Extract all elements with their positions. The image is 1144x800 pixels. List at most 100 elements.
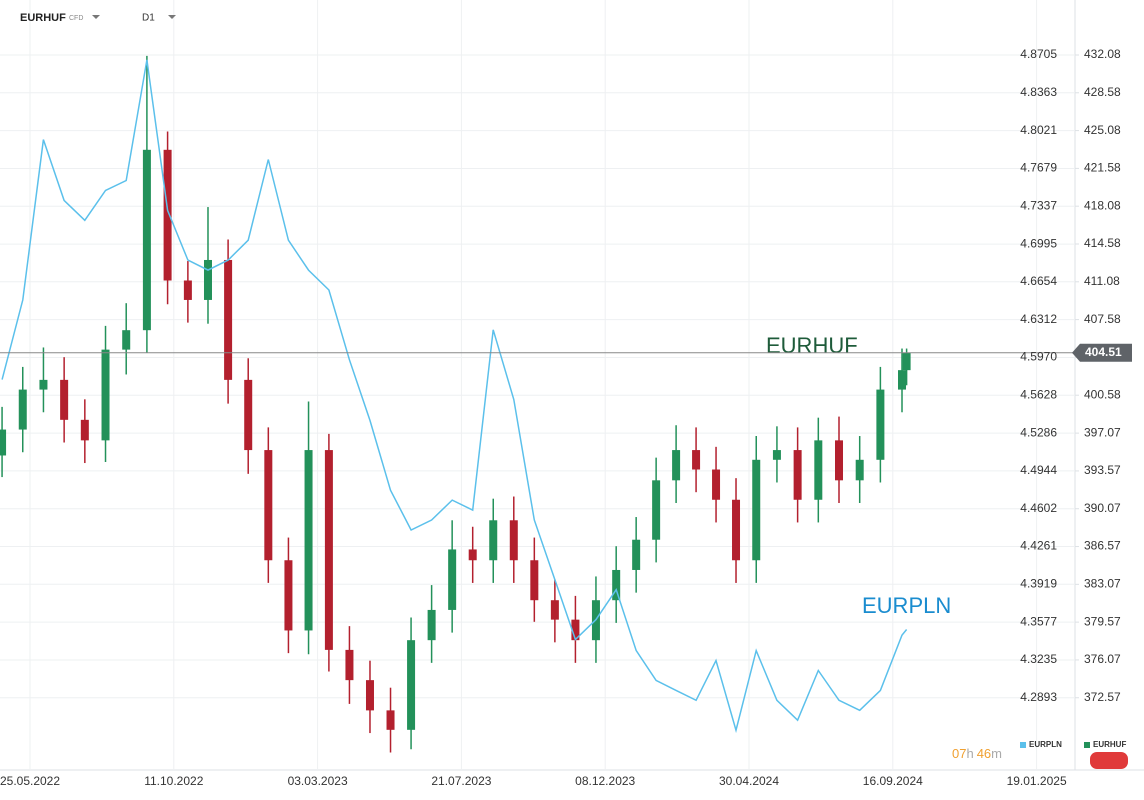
y-tick-label: 4.2893 bbox=[1020, 690, 1057, 704]
candle-body bbox=[142, 149, 151, 331]
candle-body bbox=[509, 520, 518, 561]
line-series bbox=[1, 59, 908, 734]
symbol-dropdown[interactable] bbox=[92, 15, 100, 19]
y-tick-label: 4.8363 bbox=[1020, 85, 1057, 99]
candle-body bbox=[60, 379, 69, 420]
y2-tick-label: 386.57 bbox=[1084, 539, 1121, 553]
candle-body bbox=[550, 600, 559, 620]
countdown-hours-unit: h bbox=[966, 746, 973, 761]
y-tick-label: 4.3577 bbox=[1020, 614, 1057, 628]
y2-tick-label: 393.57 bbox=[1084, 463, 1121, 477]
y2-tick-label: 428.58 bbox=[1084, 85, 1121, 99]
candle-body bbox=[793, 450, 802, 500]
y-tick-label: 4.7337 bbox=[1020, 198, 1057, 212]
y2-tick-label: 379.57 bbox=[1084, 614, 1121, 628]
candle-body bbox=[304, 450, 313, 631]
candle-body bbox=[692, 450, 701, 470]
candle-body bbox=[612, 569, 621, 601]
candle-body bbox=[122, 330, 131, 350]
x-tick-label: 25.05.2022 bbox=[0, 774, 60, 788]
candle-body bbox=[183, 280, 192, 300]
x-tick-label: 30.04.2024 bbox=[719, 774, 779, 788]
candle-body bbox=[386, 710, 395, 730]
y2-tick-label: 411.08 bbox=[1084, 274, 1120, 288]
y-tick-label: 4.6995 bbox=[1020, 236, 1057, 250]
candle-body bbox=[324, 450, 333, 650]
remove-button[interactable] bbox=[1090, 752, 1128, 769]
candle-body bbox=[814, 440, 823, 500]
y-tick-label: 4.7679 bbox=[1020, 161, 1057, 175]
candle-body bbox=[264, 450, 273, 561]
candle-body bbox=[530, 560, 539, 601]
candle-body bbox=[39, 379, 48, 390]
candle-body bbox=[772, 450, 781, 460]
instrument-type: CFD bbox=[69, 15, 83, 22]
series-annotation: EURPLN bbox=[862, 593, 951, 618]
x-tick-label: 19.01.2025 bbox=[1007, 774, 1067, 788]
candle-body bbox=[18, 389, 27, 430]
candle-body bbox=[284, 560, 293, 631]
candle-body bbox=[80, 419, 89, 441]
series-annotation: EURHUF bbox=[766, 333, 858, 358]
y2-tick-label: 421.58 bbox=[1084, 161, 1121, 175]
candle-body bbox=[732, 499, 741, 561]
x-tick-label: 03.03.2023 bbox=[288, 774, 348, 788]
candle-body bbox=[876, 389, 885, 460]
candle-body bbox=[489, 520, 498, 561]
candle-body bbox=[101, 349, 110, 441]
y-tick-label: 4.4602 bbox=[1020, 501, 1057, 515]
candle-body bbox=[855, 459, 864, 481]
y2-tick-label: 418.08 bbox=[1084, 198, 1121, 212]
countdown: 07h 46m bbox=[952, 746, 1002, 761]
y2-tick-label: 372.57 bbox=[1084, 690, 1121, 704]
timeframe[interactable]: D1 bbox=[142, 13, 155, 24]
price-tag bbox=[1072, 343, 1132, 362]
x-tick-label: 16.09.2024 bbox=[863, 774, 923, 788]
candle-body bbox=[365, 680, 374, 711]
y2-tick-label: 376.07 bbox=[1084, 652, 1121, 666]
candle-body bbox=[407, 640, 416, 730]
countdown-minutes: 46 bbox=[977, 746, 991, 761]
candle-body bbox=[244, 379, 253, 451]
candle-body bbox=[468, 549, 477, 561]
legend-label: EURPLN bbox=[1029, 740, 1062, 749]
candle-body bbox=[224, 259, 233, 380]
candle-body bbox=[345, 649, 354, 681]
candle-body bbox=[652, 480, 661, 540]
candle-body bbox=[448, 549, 457, 610]
x-tick-label: 11.10.2022 bbox=[144, 774, 203, 788]
y2-tick-label: 425.08 bbox=[1084, 123, 1121, 137]
x-tick-label: 21.07.2023 bbox=[431, 774, 491, 788]
candle-body bbox=[632, 539, 641, 570]
candle-body bbox=[902, 352, 911, 371]
y-tick-label: 4.5970 bbox=[1020, 350, 1057, 364]
legend-label: EURHUF bbox=[1093, 740, 1126, 749]
y-tick-label: 4.5628 bbox=[1020, 387, 1057, 401]
countdown-hours: 07 bbox=[952, 746, 966, 761]
candle-body bbox=[0, 429, 7, 456]
countdown-minutes-unit: m bbox=[991, 746, 1002, 761]
price-tag-label: 404.51 bbox=[1085, 345, 1122, 359]
y2-tick-label: 400.58 bbox=[1084, 387, 1121, 401]
y2-tick-label: 432.08 bbox=[1084, 47, 1121, 61]
candle-body bbox=[163, 149, 172, 281]
y-tick-label: 4.8705 bbox=[1020, 47, 1057, 61]
y-tick-label: 4.8021 bbox=[1020, 123, 1057, 137]
y-tick-label: 4.4261 bbox=[1020, 539, 1057, 553]
legend-swatch bbox=[1084, 742, 1090, 748]
y-tick-label: 4.5286 bbox=[1020, 425, 1057, 439]
y2-tick-label: 397.07 bbox=[1084, 425, 1121, 439]
symbol[interactable]: EURHUF bbox=[20, 12, 66, 24]
candle-body bbox=[427, 609, 436, 641]
candle-body bbox=[835, 440, 844, 481]
y-tick-label: 4.4944 bbox=[1020, 463, 1057, 477]
y-tick-label: 4.6312 bbox=[1020, 312, 1057, 326]
candle-body bbox=[712, 469, 721, 500]
timeframe-dropdown[interactable] bbox=[168, 15, 176, 19]
candle-body bbox=[571, 619, 580, 641]
candle-body bbox=[898, 370, 907, 390]
y2-tick-label: 390.07 bbox=[1084, 501, 1121, 515]
y-tick-label: 4.6654 bbox=[1020, 274, 1057, 288]
